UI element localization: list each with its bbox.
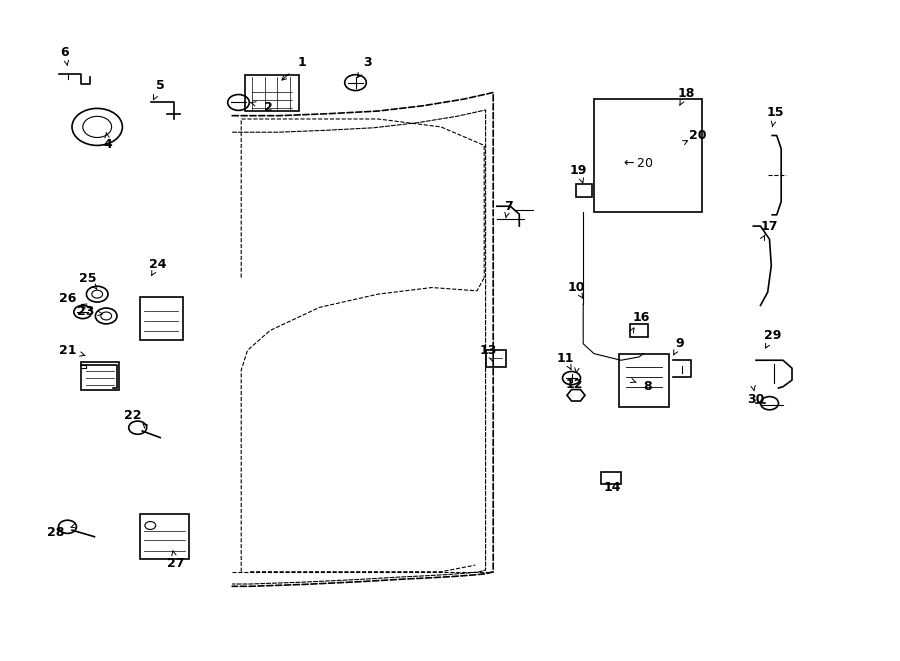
Text: 14: 14 <box>603 481 621 494</box>
Bar <box>486 350 506 367</box>
Text: 3: 3 <box>363 56 372 69</box>
Text: 27: 27 <box>166 557 184 570</box>
Text: 24: 24 <box>148 258 166 271</box>
Bar <box>81 362 119 390</box>
Text: 18: 18 <box>677 87 695 100</box>
Bar <box>140 514 189 559</box>
Text: 28: 28 <box>47 525 65 539</box>
Text: 7: 7 <box>504 200 513 213</box>
Text: 9: 9 <box>675 337 684 350</box>
Text: 8: 8 <box>644 380 652 393</box>
Bar <box>601 472 621 484</box>
Bar <box>630 324 648 337</box>
Text: 4: 4 <box>104 137 112 151</box>
Text: 6: 6 <box>60 46 69 59</box>
Text: 13: 13 <box>480 344 498 357</box>
Text: 25: 25 <box>79 272 97 286</box>
Text: 1: 1 <box>297 56 306 69</box>
Text: 12: 12 <box>565 378 583 391</box>
Bar <box>619 354 669 407</box>
Text: 23: 23 <box>76 305 94 319</box>
Text: 11: 11 <box>556 352 574 365</box>
Text: 21: 21 <box>58 344 76 357</box>
Text: 2: 2 <box>264 100 273 114</box>
Text: 26: 26 <box>58 292 76 305</box>
Text: 20: 20 <box>688 129 706 142</box>
Text: 5: 5 <box>156 79 165 93</box>
Text: 17: 17 <box>760 219 778 233</box>
Text: 19: 19 <box>570 164 588 177</box>
Text: $\leftarrow$20: $\leftarrow$20 <box>621 157 653 171</box>
Bar <box>140 297 183 340</box>
Text: 10: 10 <box>567 281 585 294</box>
Bar <box>594 99 702 212</box>
Bar <box>576 184 592 197</box>
Text: 30: 30 <box>747 393 765 407</box>
Text: 29: 29 <box>763 329 781 342</box>
Text: 22: 22 <box>124 408 142 422</box>
Text: 16: 16 <box>632 311 650 324</box>
Text: 15: 15 <box>767 106 785 119</box>
Bar <box>245 75 299 111</box>
